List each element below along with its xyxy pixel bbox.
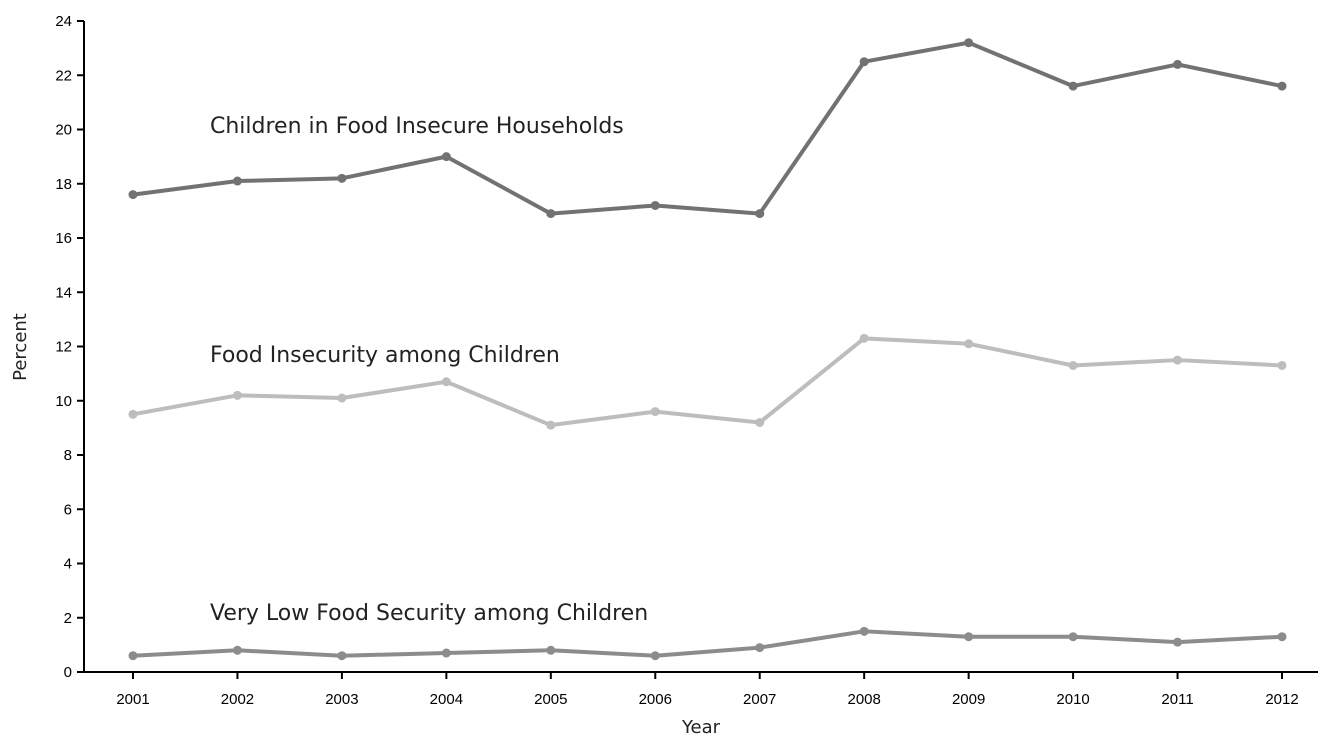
data-point <box>232 645 242 655</box>
data-point <box>546 420 556 430</box>
data-point <box>441 152 451 162</box>
y-tick-label: 6 <box>64 501 72 518</box>
y-axis-title: Percent <box>10 313 31 381</box>
x-tick-label: 2009 <box>952 691 985 708</box>
data-point <box>232 176 242 186</box>
series-line <box>131 40 1284 216</box>
series-3 <box>128 626 1287 661</box>
data-point <box>546 645 556 655</box>
series-line <box>131 629 1284 658</box>
data-point <box>1277 360 1287 370</box>
data-point <box>128 409 138 419</box>
x-axis-title: Year <box>681 717 721 738</box>
data-point <box>1277 632 1287 642</box>
data-point <box>1173 59 1183 69</box>
x-tick-label: 2006 <box>639 691 672 708</box>
y-tick-label: 20 <box>55 122 72 139</box>
series-line <box>131 336 1284 428</box>
y-tick-label: 10 <box>55 393 72 410</box>
data-point <box>441 377 451 387</box>
data-point <box>337 173 347 183</box>
x-tick-label: 2004 <box>430 691 463 708</box>
series-label: Children in Food Insecure Households <box>210 114 624 139</box>
data-point <box>1068 81 1078 91</box>
x-tick-label: 2008 <box>847 691 880 708</box>
series-label: Very Low Food Security among Children <box>210 601 648 626</box>
x-tick-label: 2011 <box>1161 691 1193 708</box>
y-tick-label: 24 <box>55 13 72 30</box>
y-tick-label: 12 <box>55 339 72 356</box>
y-tick-label: 16 <box>55 230 72 247</box>
y-tick-label: 4 <box>64 556 72 573</box>
y-tick-label: 22 <box>55 67 72 84</box>
y-tick-label: 0 <box>64 664 72 681</box>
data-point <box>128 190 138 200</box>
y-tick-label: 18 <box>55 176 72 193</box>
y-tick-label: 14 <box>55 284 72 301</box>
data-point <box>1173 355 1183 365</box>
y-tick-label: 2 <box>64 610 72 627</box>
data-point <box>1277 81 1287 91</box>
x-tick-label: 2012 <box>1265 691 1298 708</box>
data-point <box>859 626 869 636</box>
data-point <box>1068 632 1078 642</box>
data-point <box>859 333 869 343</box>
data-point <box>232 390 242 400</box>
data-point <box>650 407 660 417</box>
series-label: Food Insecurity among Children <box>210 343 560 368</box>
data-point <box>755 643 765 653</box>
data-point <box>337 651 347 661</box>
series-2 <box>128 333 1287 430</box>
series-labels: Children in Food Insecure Households Food… <box>210 114 648 626</box>
x-tick-label: 2003 <box>325 691 358 708</box>
data-point <box>546 209 556 219</box>
data-point <box>755 209 765 219</box>
y-tick-label: 8 <box>64 447 72 464</box>
data-point <box>1173 637 1183 647</box>
data-point <box>441 648 451 658</box>
x-tick-label: 2010 <box>1056 691 1089 708</box>
data-point <box>964 632 974 642</box>
data-point <box>859 57 869 67</box>
x-tick-label: 2005 <box>534 691 567 708</box>
data-point <box>650 651 660 661</box>
data-point <box>1068 360 1078 370</box>
data-point <box>755 417 765 427</box>
data-point <box>964 339 974 349</box>
data-point <box>337 393 347 403</box>
x-tick-label: 2002 <box>221 691 254 708</box>
x-tick-label: 2007 <box>743 691 776 708</box>
data-point <box>650 200 660 210</box>
series-1 <box>128 38 1287 219</box>
data-point <box>128 651 138 661</box>
x-ticks: 2001 2002 2003 2004 2005 2006 2007 2008 2009 2010… <box>116 672 1299 708</box>
series-lines <box>128 38 1287 661</box>
data-point <box>964 38 974 48</box>
x-tick-label: 2001 <box>116 691 149 708</box>
